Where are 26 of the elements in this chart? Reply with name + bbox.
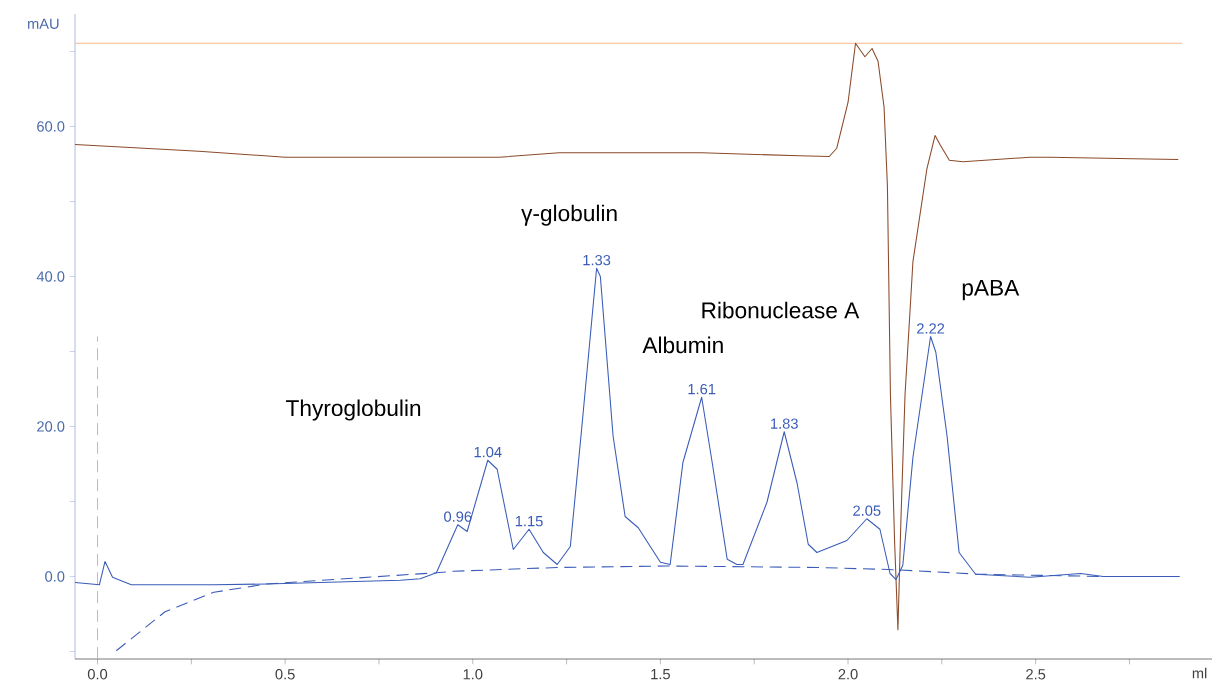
annotation: γ-globulin	[521, 204, 617, 226]
annotation: 2.05	[853, 505, 881, 516]
x-tick-label: 2.0	[838, 669, 858, 680]
annotation: 1.61	[688, 384, 716, 395]
annotation: 0.96	[444, 511, 472, 522]
x-axis-title: ml	[1192, 667, 1207, 679]
x-tick-label: 0.0	[87, 669, 108, 680]
annotation: 1.04	[474, 447, 502, 458]
annotation: 2.22	[917, 323, 945, 334]
annotation: 1.83	[771, 418, 798, 429]
x-tick-label: 1.0	[463, 669, 483, 680]
y-tick-label: 0.0	[45, 571, 65, 582]
annotation: 1.33	[583, 255, 611, 266]
x-tick-label: 1.5	[651, 669, 670, 680]
y-axis-title: mAU	[28, 18, 59, 29]
annotation: Albumin	[642, 336, 723, 354]
annotation: Thyroglobulin	[286, 399, 421, 421]
y-tick-label: 60.0	[37, 121, 65, 132]
annotation: 1.15	[515, 516, 543, 527]
x-tick-label: 0.5	[275, 669, 295, 680]
line-series	[74, 42, 1179, 631]
annotation: Ribonuclease A	[702, 301, 860, 319]
y-tick-label: 40.0	[36, 271, 65, 282]
annotation: pABA	[962, 279, 1020, 301]
x-tick-label: 2.5	[1026, 669, 1046, 680]
y-tick-label: 20.0	[37, 421, 65, 432]
